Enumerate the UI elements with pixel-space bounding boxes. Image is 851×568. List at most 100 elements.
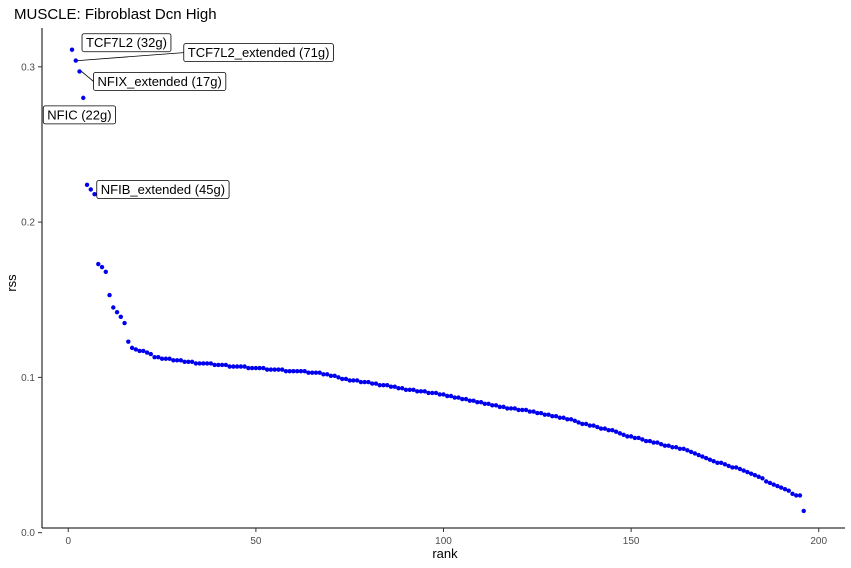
data-point (640, 437, 645, 442)
data-point (81, 95, 86, 101)
data-point (88, 187, 93, 192)
data-point (715, 460, 720, 465)
data-point (542, 412, 548, 417)
data-point (129, 345, 135, 351)
data-point (741, 468, 746, 473)
data-point (501, 404, 506, 410)
data-point (84, 182, 90, 188)
data-point (336, 375, 341, 380)
data-point (411, 387, 416, 393)
data-point (471, 398, 476, 403)
data-point (114, 309, 120, 315)
data-point (782, 486, 788, 492)
data-point (733, 465, 739, 470)
data-point (242, 364, 247, 369)
data-point (711, 459, 716, 464)
data-point (448, 393, 454, 399)
data-point (313, 370, 319, 375)
data-point (396, 386, 401, 391)
data-point (385, 382, 390, 388)
data-point (688, 449, 694, 455)
data-point (651, 440, 656, 445)
data-point (208, 361, 214, 366)
data-point (246, 365, 251, 371)
data-point (358, 379, 364, 385)
data-point (201, 361, 206, 366)
annotation-box (81, 33, 172, 53)
data-point (426, 390, 431, 396)
data-point (189, 359, 195, 365)
data-point (339, 376, 345, 382)
data-point (516, 407, 521, 413)
data-point (531, 409, 536, 414)
data-point (216, 362, 221, 368)
y-tick-label: 0.0 (21, 528, 35, 539)
data-point (283, 368, 289, 374)
data-point (617, 431, 623, 436)
data-point (144, 350, 150, 355)
data-point (482, 401, 487, 406)
data-point (677, 446, 683, 452)
data-point (182, 359, 187, 365)
data-point (452, 395, 457, 400)
data-point (655, 440, 660, 445)
data-point (520, 407, 525, 413)
data-point (264, 367, 270, 372)
data-point (756, 474, 761, 479)
data-point (141, 348, 146, 354)
data-point (212, 362, 217, 368)
data-point (606, 427, 611, 433)
y-tick-label: 0.2 (21, 218, 35, 229)
data-point (324, 372, 330, 377)
annotation-text: TCF7L2_extended (71g) (188, 45, 330, 60)
data-point (478, 400, 484, 405)
data-point (433, 390, 439, 396)
data-point (771, 482, 776, 487)
data-point (512, 406, 517, 411)
data-point (673, 445, 679, 450)
data-point (238, 364, 244, 369)
x-axis-title: rank (432, 546, 458, 561)
annotation-box (42, 105, 116, 125)
data-point (107, 292, 112, 298)
data-point (580, 421, 585, 427)
data-point (366, 379, 371, 385)
data-point (767, 480, 773, 486)
data-point (126, 339, 131, 344)
data-point (392, 384, 397, 389)
data-point (103, 269, 108, 274)
data-point (152, 354, 157, 360)
data-point (666, 443, 671, 448)
data-point (681, 446, 686, 452)
data-point (223, 362, 229, 368)
data-point (430, 390, 435, 396)
data-point (174, 358, 180, 363)
data-point (445, 393, 450, 399)
annotation-label: NFIX_extended (17g) (81, 71, 227, 91)
data-point (422, 389, 427, 394)
data-point (167, 356, 172, 361)
data-point (377, 382, 382, 388)
data-point (343, 376, 349, 382)
data-point (670, 445, 675, 450)
x-tick-label: 200 (810, 536, 827, 547)
data-point (602, 426, 608, 431)
data-point (779, 485, 784, 490)
data-point (508, 406, 514, 411)
data-point (441, 392, 446, 397)
annotation-text: NFIB_extended (45g) (101, 182, 225, 197)
data-point (321, 372, 326, 377)
annotation-text: NFIC (22g) (47, 107, 111, 122)
data-point (362, 379, 367, 385)
data-point (415, 389, 420, 394)
data-point (658, 441, 664, 447)
data-point (178, 358, 184, 363)
data-point (279, 367, 285, 372)
x-tick-label: 0 (65, 536, 71, 547)
data-point (122, 320, 127, 326)
data-point (268, 367, 274, 372)
data-point (553, 413, 559, 419)
data-point (505, 406, 510, 411)
data-point (591, 423, 596, 428)
y-tick-label: 0.1 (21, 373, 35, 384)
